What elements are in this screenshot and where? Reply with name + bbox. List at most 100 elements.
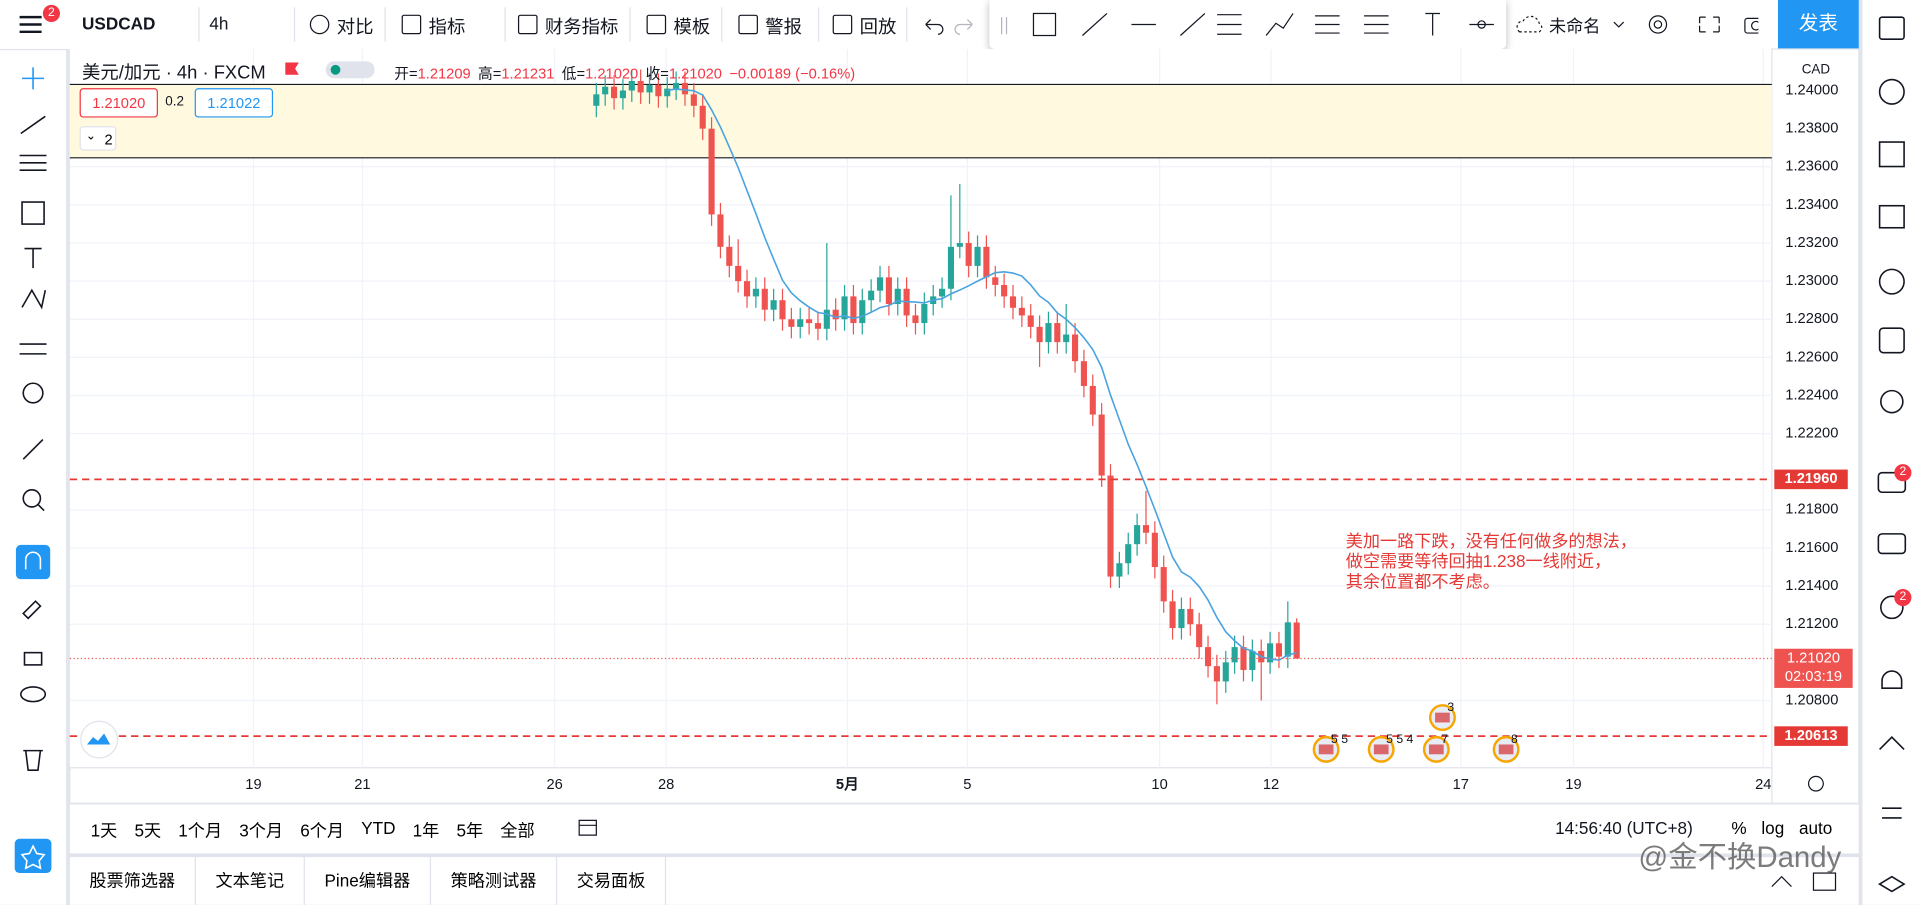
candle-body bbox=[1196, 624, 1203, 648]
event-count: 7 bbox=[1441, 732, 1448, 746]
candle-body bbox=[868, 290, 875, 301]
candle-body bbox=[885, 277, 892, 305]
sidebar-icons[interactable] bbox=[1862, 0, 1920, 905]
right-sidebar bbox=[1861, 0, 1920, 905]
clock: 14:56:40 (UTC+8) bbox=[1555, 817, 1693, 838]
ohlc-value: 1.21231 bbox=[501, 64, 555, 83]
sell-button[interactable]: 1.21020 bbox=[79, 88, 158, 118]
y-tick-label: 1.24000 bbox=[1785, 82, 1838, 98]
date-range-icon[interactable] bbox=[576, 817, 600, 839]
candle-body bbox=[956, 243, 963, 247]
y-tick-label: 1.20800 bbox=[1785, 692, 1838, 708]
range-button[interactable]: YTD bbox=[361, 817, 396, 838]
toolbar-button[interactable]: 模板 bbox=[673, 17, 711, 38]
toolbar-icons[interactable] bbox=[1611, 15, 1759, 37]
candle-body bbox=[1116, 563, 1123, 577]
bottom-tab[interactable]: 策略测试器 bbox=[431, 857, 558, 905]
y-tick-label: 1.22400 bbox=[1785, 387, 1838, 403]
chart-background bbox=[69, 48, 1772, 768]
y-tick-label: 1.21800 bbox=[1785, 502, 1838, 518]
candle-body bbox=[770, 300, 777, 310]
toolbar-button[interactable]: 指标 bbox=[428, 17, 466, 38]
bottom-tab[interactable]: Pine编辑器 bbox=[305, 857, 432, 905]
toolbar-button[interactable]: 对比 bbox=[336, 17, 374, 38]
symbol[interactable]: USDCAD bbox=[82, 13, 156, 34]
x-tick-label: 19 bbox=[1565, 777, 1581, 793]
candle-body bbox=[992, 277, 999, 285]
event-count: 8 bbox=[1511, 732, 1518, 746]
y-tick-label: 1.23400 bbox=[1785, 197, 1838, 213]
event-count: 5 5 bbox=[1331, 732, 1348, 746]
interval[interactable]: 4h bbox=[209, 13, 229, 34]
ohlc-label: 低= bbox=[561, 64, 586, 83]
toolbar-button[interactable]: 财务指标 bbox=[544, 17, 619, 38]
scale-option[interactable]: auto bbox=[1798, 817, 1833, 838]
toolbar-button[interactable]: 警报 bbox=[765, 17, 803, 38]
y-tick-label: 1.22800 bbox=[1785, 311, 1838, 327]
candle-body bbox=[752, 288, 759, 297]
watermark: @金不换Dandy bbox=[1638, 841, 1842, 875]
chart: 1.24000 1.23800 1.23600 1.23400 1.23200 1.230… bbox=[69, 48, 1859, 804]
left-tools[interactable] bbox=[0, 50, 66, 905]
toolbar-icon bbox=[646, 14, 667, 35]
toolbar-icon bbox=[309, 14, 330, 35]
candle-body bbox=[708, 128, 715, 215]
publish-button[interactable]: 发表 bbox=[1777, 0, 1859, 49]
event-flag bbox=[1435, 712, 1450, 723]
range-button[interactable]: 1年 bbox=[412, 820, 440, 841]
candle-body bbox=[726, 246, 733, 266]
toolbar-button[interactable]: 回放 bbox=[859, 17, 897, 38]
undo-redo[interactable] bbox=[918, 12, 979, 36]
menu-icon[interactable] bbox=[17, 12, 46, 36]
ohlc-label: 收= bbox=[645, 64, 669, 83]
bottom-tab[interactable]: 股票筛选器 bbox=[70, 857, 196, 905]
candle-body bbox=[859, 300, 866, 324]
candle-body bbox=[814, 323, 822, 329]
candle-body bbox=[619, 90, 626, 99]
buy-button[interactable]: 1.21022 bbox=[194, 88, 274, 118]
candle-body bbox=[788, 319, 795, 327]
candle-body bbox=[699, 105, 706, 129]
candle-body bbox=[735, 265, 742, 282]
candle-body bbox=[894, 288, 901, 305]
legend-icons[interactable] bbox=[284, 61, 382, 79]
price-label-bg bbox=[1774, 726, 1848, 746]
drawing-tools[interactable] bbox=[989, 0, 1506, 49]
toolbar-separator bbox=[293, 7, 296, 42]
range-button[interactable]: 6个月 bbox=[300, 820, 345, 841]
range-button[interactable]: 全部 bbox=[500, 820, 535, 841]
layout-name[interactable]: 未命名 bbox=[1548, 15, 1601, 36]
legend-title: 美元/加元 · 4h · FXCM bbox=[82, 62, 266, 84]
candle-body bbox=[1169, 601, 1176, 629]
bottom-tab[interactable]: 交易面板 bbox=[557, 857, 667, 905]
toolbar-separator bbox=[384, 7, 386, 42]
range-button[interactable]: 1天 bbox=[90, 820, 118, 841]
candle-body bbox=[1027, 315, 1034, 327]
candle-body bbox=[1009, 296, 1017, 308]
event-count: 3 bbox=[1447, 700, 1454, 714]
x-tick-label: 21 bbox=[354, 777, 370, 793]
range-button[interactable]: 5年 bbox=[456, 820, 484, 841]
range-button[interactable]: 1个月 bbox=[178, 820, 223, 841]
toolbar-separator bbox=[504, 7, 506, 42]
range-button[interactable]: 3个月 bbox=[239, 820, 284, 841]
x-tick-label: 5 bbox=[963, 777, 971, 793]
candle-body bbox=[1293, 622, 1300, 659]
scale-option[interactable]: % bbox=[1731, 817, 1747, 838]
spread: 0.2 bbox=[165, 94, 185, 109]
scale-option[interactable]: log bbox=[1761, 817, 1785, 838]
candle-body bbox=[1054, 323, 1061, 343]
candle-body bbox=[1187, 608, 1194, 625]
candle-body bbox=[1045, 323, 1052, 343]
ohlc-value: 1.21020 bbox=[585, 64, 639, 83]
price-label-bg bbox=[1774, 469, 1848, 490]
menu-badge: 2 bbox=[42, 4, 61, 23]
panel-controls[interactable] bbox=[1767, 864, 1840, 896]
zone bbox=[69, 84, 1772, 158]
range-button[interactable]: 5天 bbox=[134, 820, 162, 841]
candle-body bbox=[1204, 647, 1212, 667]
toolbar-icon bbox=[832, 14, 853, 35]
bottom-tab[interactable]: 文本笔记 bbox=[196, 857, 305, 905]
drawing-toolbar bbox=[989, 0, 1507, 49]
collapse-button[interactable]: 2 bbox=[79, 126, 117, 151]
